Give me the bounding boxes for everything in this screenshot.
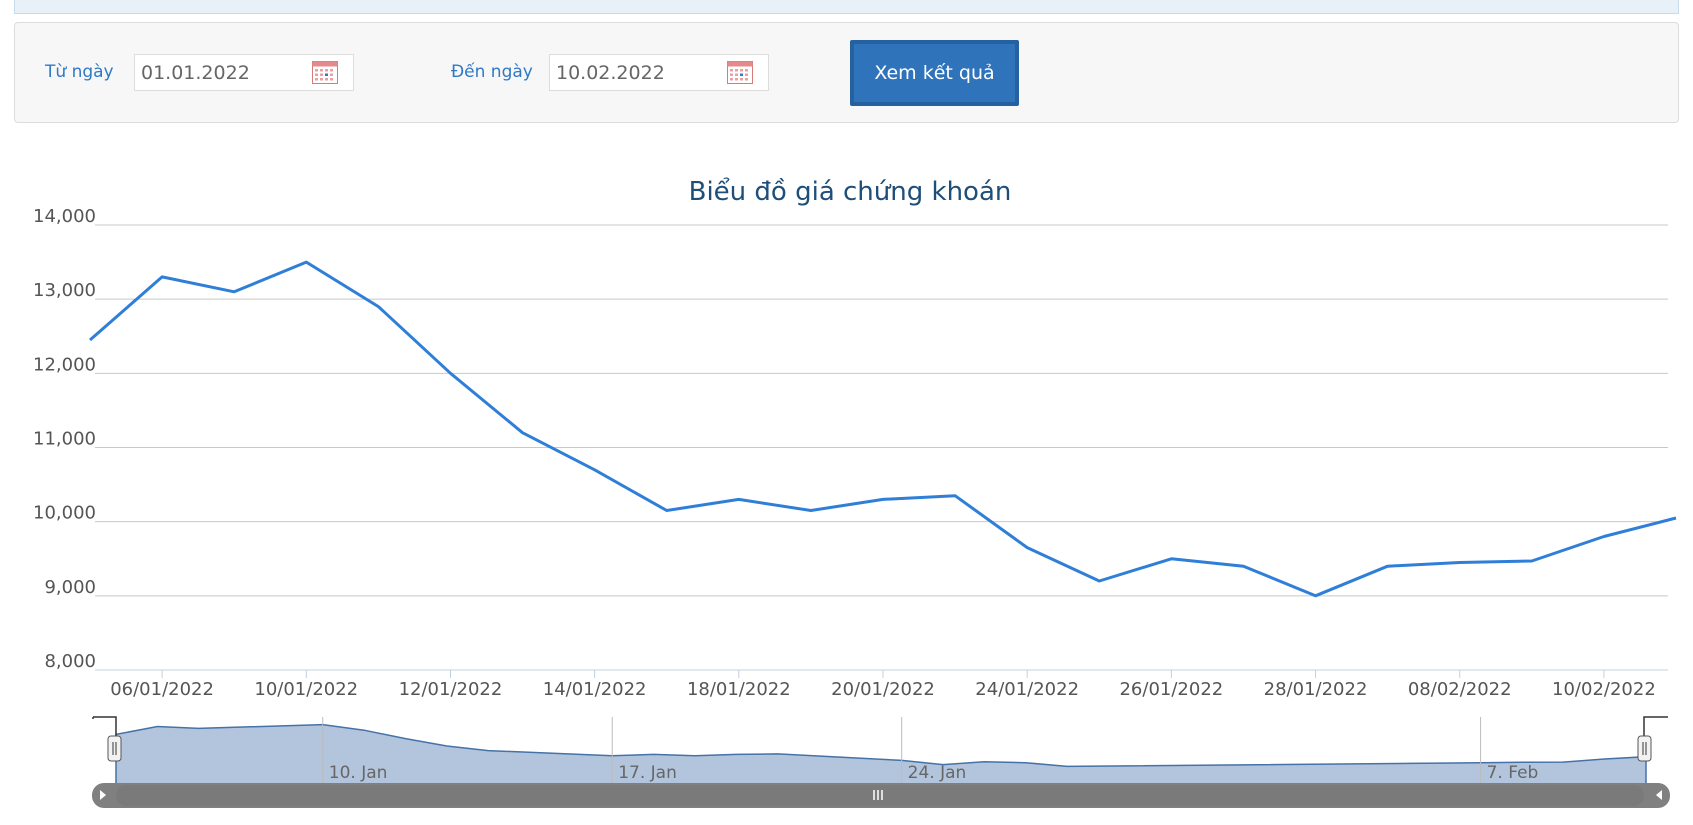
price-series-line [89, 260, 1677, 598]
navigator-series-area [115, 723, 1647, 786]
calendar-icon[interactable] [727, 61, 753, 84]
navigator[interactable]: 10. Jan 17. Jan 24. Jan 7. Feb [92, 716, 1670, 808]
view-results-label: Xem kết quả [854, 44, 1015, 102]
x-tick-label: 06/01/2022 [110, 679, 214, 700]
y-tick-label: 11,000 [33, 429, 96, 450]
navigator-outline-right [1643, 716, 1668, 740]
x-tick-label: 10/01/2022 [254, 679, 358, 700]
to-date-value: 10.02.2022 [556, 62, 665, 84]
x-tick-label: 20/01/2022 [831, 679, 935, 700]
navigator-tick-label: 24. Jan [908, 763, 967, 783]
y-tick-label: 14,000 [33, 206, 96, 227]
x-tick-label: 18/01/2022 [687, 679, 791, 700]
from-date-input[interactable]: 01.01.2022 [134, 54, 354, 91]
arrow-left-icon[interactable] [100, 790, 106, 800]
to-date-input[interactable]: 10.02.2022 [549, 54, 769, 91]
x-tick-label: 28/01/2022 [1264, 679, 1368, 700]
top-strip [14, 0, 1679, 14]
view-results-button[interactable]: Xem kết quả [850, 40, 1019, 106]
navigator-handle-right[interactable] [1637, 735, 1652, 762]
to-date-label: Đến ngày [451, 62, 533, 82]
navigator-axis: 10. Jan 17. Jan 24. Jan 7. Feb [322, 717, 1539, 783]
navigator-outline-left [92, 716, 117, 740]
y-tick-label: 13,000 [33, 280, 96, 301]
x-tick-label: 26/01/2022 [1119, 679, 1223, 700]
y-tick-label: 8,000 [44, 651, 96, 672]
y-tick-label: 10,000 [33, 503, 96, 524]
x-axis: 06/01/2022 10/01/2022 12/01/2022 14/01/2022… [110, 670, 1656, 700]
navigator-tick-label: 10. Jan [329, 763, 388, 783]
navigator-tick-label: 17. Jan [618, 763, 677, 783]
arrow-right-icon[interactable] [1656, 790, 1662, 800]
grip-icon[interactable] [873, 790, 883, 800]
navigator-handle-left[interactable] [107, 735, 122, 762]
x-tick-label: 14/01/2022 [543, 679, 647, 700]
x-tick-label: 24/01/2022 [975, 679, 1079, 700]
from-date-label: Từ ngày [45, 62, 114, 82]
chart-title: Biểu đồ giá chứng khoán [689, 176, 1012, 207]
chart-grid [95, 224, 1668, 597]
y-axis: 8,000 9,000 10,000 11,000 12,000 13,000 14,000 [33, 206, 96, 672]
navigator-tick-label: 7. Feb [1487, 763, 1539, 783]
x-tick-label: 12/01/2022 [399, 679, 503, 700]
y-tick-label: 12,000 [33, 354, 96, 375]
from-date-value: 01.01.2022 [141, 62, 250, 84]
x-tick-label: 10/02/2022 [1552, 679, 1656, 700]
navigator-scrollbar-thumb[interactable] [116, 785, 1644, 806]
x-tick-label: 08/02/2022 [1408, 679, 1512, 700]
calendar-icon[interactable] [312, 61, 338, 84]
y-tick-label: 9,000 [44, 577, 96, 598]
